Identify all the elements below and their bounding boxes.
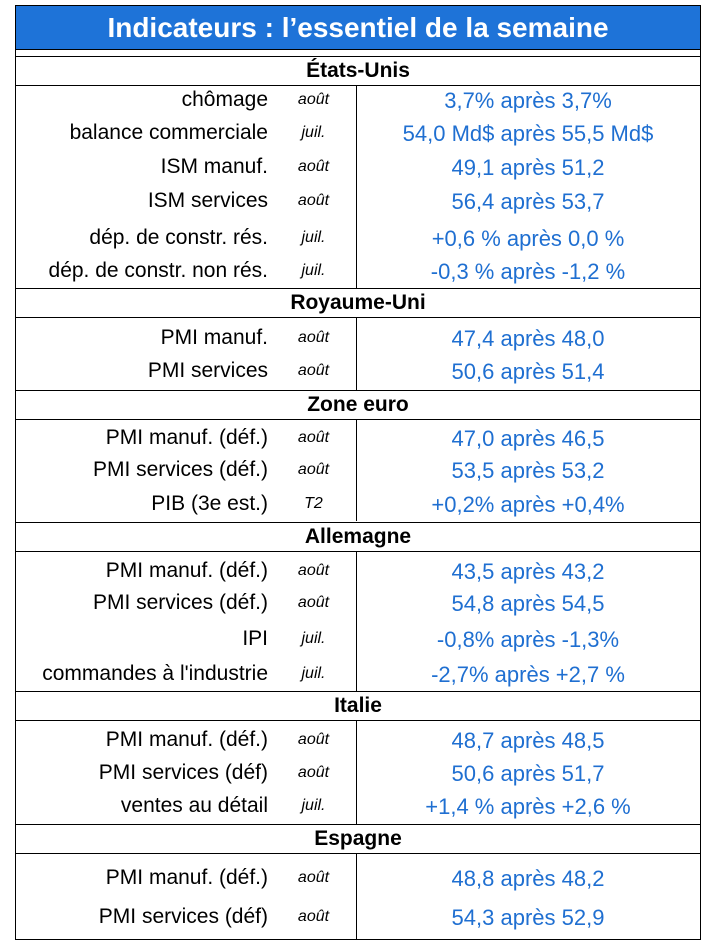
- period-label: juil.: [301, 797, 326, 814]
- indicator-label: PMI services (déf.): [92, 458, 268, 481]
- indicator-label: PMI manuf.: [160, 326, 268, 349]
- section-header-etats-unis: États-Unis: [16, 56, 700, 86]
- period-label: août: [297, 91, 330, 108]
- period-label: août: [297, 764, 330, 781]
- period-label: août: [297, 461, 330, 478]
- column-divider: [356, 420, 357, 521]
- indicator-value: +0,6 % après 0,0 %: [431, 226, 625, 251]
- indicator-value: -0,8% après -1,3%: [436, 627, 620, 652]
- period-label: juil.: [301, 124, 326, 141]
- indicator-label: commandes à l'industrie: [42, 662, 268, 685]
- indicators-table: Indicateurs : l’essentiel de la semaine …: [15, 5, 701, 940]
- indicator-value: 54,8 après 54,5: [451, 591, 605, 616]
- column-divider: [356, 721, 357, 824]
- indicator-label: PMI manuf. (déf.): [105, 728, 268, 751]
- indicator-value: 50,6 après 51,7: [451, 761, 605, 786]
- indicator-value: 48,8 après 48,2: [451, 866, 605, 891]
- section-header-royaume-uni: Royaume-Uni: [16, 288, 700, 318]
- indicator-value: 49,1 après 51,2: [451, 155, 605, 180]
- indicator-value: 56,4 après 53,7: [451, 189, 605, 214]
- indicator-value: 54,0 Md$ après 55,5 Md$: [402, 121, 654, 146]
- indicator-label: balance commerciale: [69, 121, 268, 144]
- section-header-italie: Italie: [16, 691, 700, 721]
- section-header-espagne: Espagne: [16, 824, 700, 854]
- indicator-label: PIB (3e est.): [151, 492, 268, 515]
- period-label: août: [297, 158, 330, 175]
- indicator-label: ventes au détail: [120, 794, 268, 817]
- table-title: Indicateurs : l’essentiel de la semaine: [16, 6, 700, 50]
- indicator-label: PMI services (déf): [98, 761, 268, 784]
- column-divider: [356, 552, 357, 691]
- indicator-value: +0,2% après +0,4%: [431, 492, 625, 517]
- period-label: août: [297, 594, 330, 611]
- period-label: juil.: [301, 262, 326, 279]
- indicator-value: 43,5 après 43,2: [451, 559, 605, 584]
- indicator-value: 50,6 après 51,4: [451, 359, 605, 384]
- indicator-value: 48,7 après 48,5: [451, 728, 605, 753]
- period-label: juil.: [301, 229, 326, 246]
- indicator-label: PMI services (déf): [98, 905, 268, 928]
- indicator-value: 53,5 après 53,2: [451, 458, 605, 483]
- indicator-label: PMI manuf. (déf.): [105, 866, 268, 889]
- indicator-value: -2,7% après +2,7 %: [431, 662, 625, 687]
- indicator-value: -0,3 % après -1,2 %: [430, 259, 626, 284]
- indicator-label: ISM manuf.: [160, 155, 268, 178]
- indicator-value: 54,3 après 52,9: [451, 905, 605, 930]
- period-label: août: [297, 731, 330, 748]
- column-divider: [356, 318, 357, 390]
- indicator-value: 47,4 après 48,0: [451, 326, 605, 351]
- indicator-label: dép. de constr. rés.: [89, 226, 268, 249]
- indicator-value: 3,7% après 3,7%: [444, 88, 612, 113]
- column-divider: [356, 86, 357, 288]
- period-label: juil.: [301, 630, 326, 647]
- period-label: août: [297, 908, 330, 925]
- period-label: août: [297, 362, 330, 379]
- indicator-value: +1,4 % après +2,6 %: [425, 794, 631, 819]
- indicator-label: IPI: [242, 627, 268, 650]
- indicator-label: PMI manuf. (déf.): [105, 426, 268, 449]
- indicator-label: dép. de constr. non rés.: [48, 259, 268, 282]
- section-header-zone-euro: Zone euro: [16, 390, 700, 420]
- column-divider: [356, 854, 357, 940]
- period-label: août: [297, 329, 330, 346]
- indicator-value: 47,0 après 46,5: [451, 426, 605, 451]
- period-label: août: [297, 562, 330, 579]
- period-label: juil.: [301, 665, 326, 682]
- section-header-allemagne: Allemagne: [16, 522, 700, 552]
- period-label: T2: [304, 495, 323, 512]
- indicator-label: PMI services: [147, 359, 268, 382]
- period-label: août: [297, 192, 330, 209]
- indicator-label: chômage: [181, 88, 268, 111]
- indicator-label: PMI services (déf.): [92, 591, 268, 614]
- period-label: août: [297, 429, 330, 446]
- period-label: août: [297, 869, 330, 886]
- indicator-label: PMI manuf. (déf.): [105, 559, 268, 582]
- indicator-label: ISM services: [147, 189, 268, 212]
